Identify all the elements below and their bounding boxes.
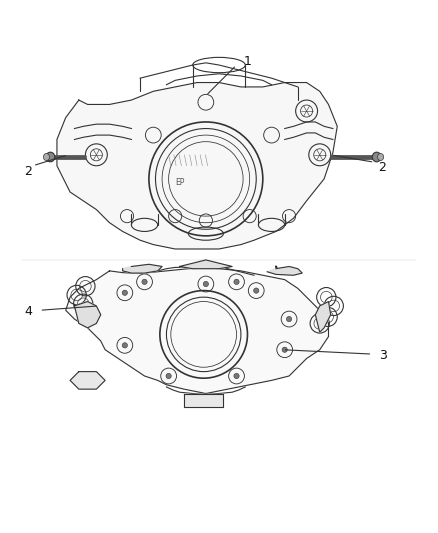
Circle shape [166,374,171,378]
Polygon shape [267,266,302,275]
Polygon shape [123,264,162,273]
Polygon shape [70,372,105,389]
Text: EP: EP [175,179,184,188]
Text: 2: 2 [378,161,386,174]
Polygon shape [66,268,328,393]
Circle shape [254,288,259,293]
Circle shape [234,374,239,378]
Polygon shape [184,393,223,407]
Ellipse shape [46,152,55,162]
Circle shape [122,343,127,348]
Circle shape [122,290,127,295]
Ellipse shape [378,154,384,160]
Text: 4: 4 [25,305,32,318]
Ellipse shape [43,154,49,160]
Polygon shape [315,302,331,332]
Circle shape [282,347,287,352]
Circle shape [203,281,208,287]
Text: 3: 3 [379,349,387,362]
Circle shape [234,279,239,285]
Ellipse shape [372,152,381,162]
Circle shape [142,279,147,285]
Text: 1: 1 [244,55,251,68]
Polygon shape [180,260,232,269]
Text: 2: 2 [25,165,32,177]
Polygon shape [57,83,337,249]
Circle shape [286,317,292,322]
Polygon shape [74,302,101,328]
